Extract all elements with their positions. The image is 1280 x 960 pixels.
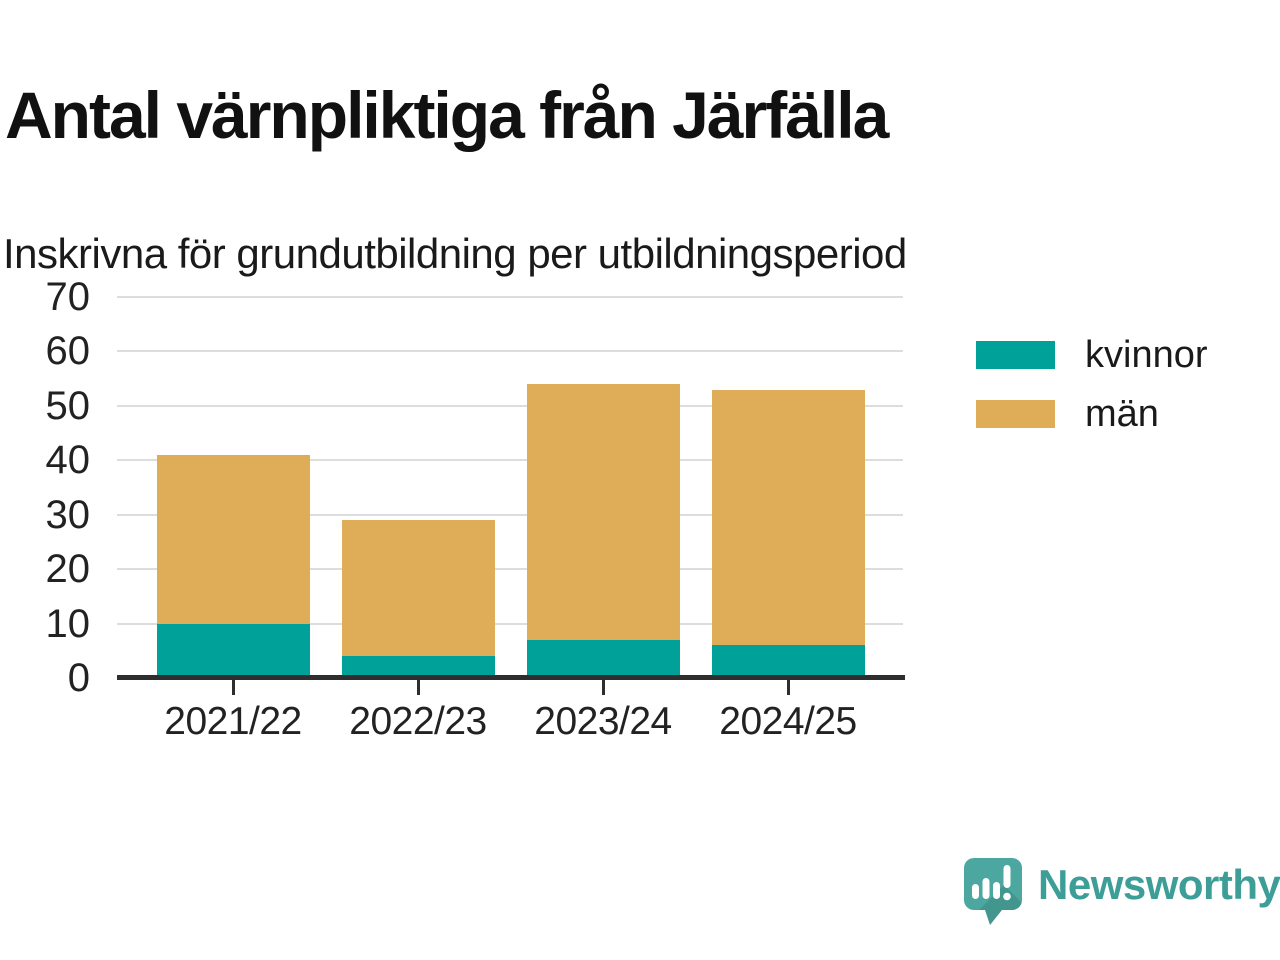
gridline-y-20 xyxy=(117,568,903,571)
legend-item-män: män xyxy=(976,393,1208,435)
legend-label: kvinnor xyxy=(1085,334,1208,376)
x-axis-category-label: 2021/22 xyxy=(164,700,302,743)
bar-2024-25-män xyxy=(711,389,865,646)
bar-2024-25-kvinnor xyxy=(711,645,865,678)
logo-exclamation-bar xyxy=(1003,865,1011,888)
logo-bar-1 xyxy=(972,884,979,899)
x-axis-category-label: 2024/25 xyxy=(719,700,857,743)
logo-bar-2 xyxy=(982,878,990,899)
x-axis-category-label: 2023/24 xyxy=(534,700,672,743)
chart-title: Antal värnpliktiga från Järfälla xyxy=(5,78,889,153)
y-axis-tick-label: 30 xyxy=(45,492,91,537)
y-axis-tick-label: 60 xyxy=(45,329,91,374)
x-axis-tick-mark xyxy=(601,680,605,695)
legend-swatch-män xyxy=(976,400,1055,428)
gridline-y-30 xyxy=(117,513,903,516)
legend-swatch-kvinnor xyxy=(976,341,1055,369)
y-axis-tick-label: 40 xyxy=(45,438,91,483)
y-axis-tick-label: 70 xyxy=(45,275,91,319)
bar-2022-23-män xyxy=(341,520,495,657)
chart-legend: kvinnor män xyxy=(976,334,1208,435)
x-axis-line xyxy=(117,675,905,680)
x-axis-tick-mark xyxy=(231,680,235,695)
chart-subtitle: Inskrivna för grundutbildning per utbild… xyxy=(3,230,907,277)
bar-2022-23-kvinnor xyxy=(341,656,495,678)
x-axis-tick-mark xyxy=(786,680,790,695)
brand-footer: Newsworthy xyxy=(964,858,1280,928)
gridline-y-50 xyxy=(117,404,903,407)
gridline-y-60 xyxy=(117,350,903,353)
bar-2021-22-kvinnor xyxy=(156,623,310,678)
brand-name: Newsworthy xyxy=(1038,861,1280,908)
bar-2023-24-kvinnor xyxy=(526,639,680,678)
y-axis-tick-label: 10 xyxy=(45,601,91,646)
y-axis-tick-label: 20 xyxy=(45,547,91,592)
gridline-y-70 xyxy=(117,296,903,298)
logo-bar-3 xyxy=(993,882,1000,899)
logo-exclamation-dot xyxy=(1003,892,1011,901)
legend-label: män xyxy=(1085,393,1159,435)
bar-2021-22-män xyxy=(156,454,310,624)
x-axis-category-label: 2022/23 xyxy=(349,700,487,743)
gridline-y-40 xyxy=(117,459,903,462)
newsworthy-logo-icon xyxy=(964,858,1022,925)
x-axis-tick-mark xyxy=(416,680,420,695)
bar-2023-24-män xyxy=(526,384,680,640)
y-axis-tick-label: 0 xyxy=(67,656,90,700)
gridline-y-10 xyxy=(117,622,903,625)
legend-item-kvinnor: kvinnor xyxy=(976,334,1208,376)
y-axis-tick-label: 50 xyxy=(45,383,91,428)
